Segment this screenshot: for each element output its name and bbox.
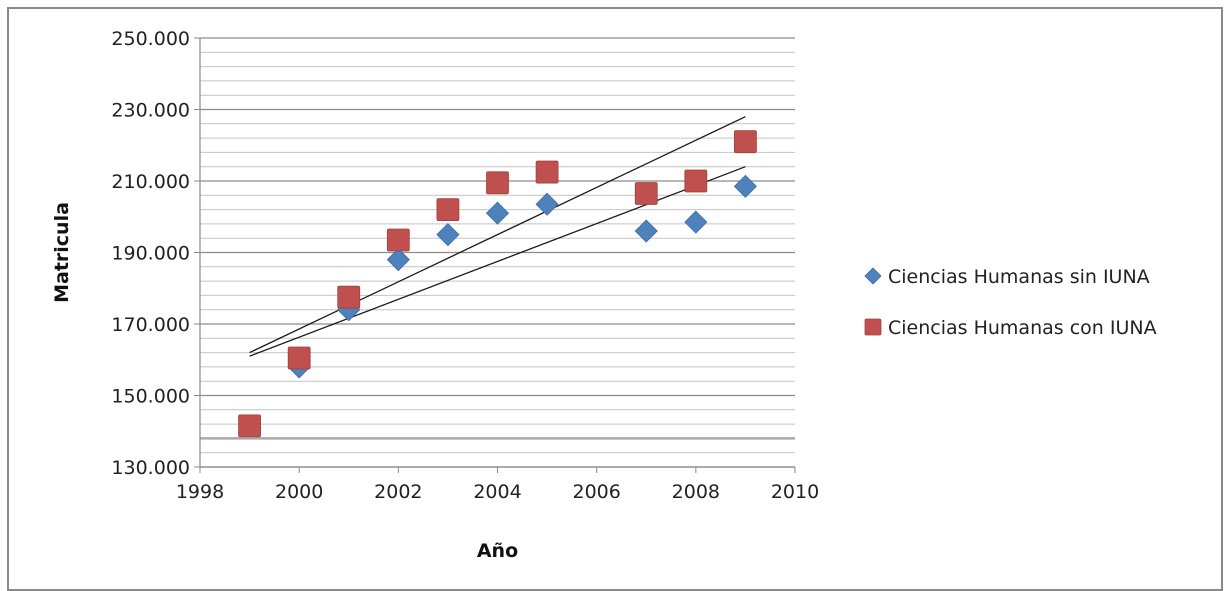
x-tick-label: 1998 bbox=[176, 481, 224, 503]
trendlines bbox=[249, 116, 746, 357]
diamond-point bbox=[386, 248, 410, 272]
x-axis-title: Año bbox=[477, 540, 518, 562]
y-tick-label: 130.000 bbox=[111, 457, 190, 479]
square-point bbox=[684, 169, 708, 193]
axes bbox=[194, 37, 796, 473]
square-point bbox=[486, 171, 509, 195]
diamond-point bbox=[864, 267, 882, 285]
x-tick-label: 2006 bbox=[572, 481, 620, 503]
diamond-point bbox=[535, 192, 559, 216]
x-tick-labels: 1998 2000 2002 2004 2006 2008 2010 bbox=[176, 481, 819, 503]
square-point bbox=[535, 160, 559, 184]
diamond-point bbox=[733, 174, 757, 198]
x-tick-label: 2010 bbox=[771, 481, 819, 503]
diamond-point bbox=[634, 219, 658, 243]
legend-label: Ciencias Humanas sin IUNA bbox=[888, 266, 1150, 288]
square-point bbox=[734, 130, 757, 154]
square-point bbox=[287, 346, 311, 370]
square-point bbox=[337, 285, 361, 309]
square-point bbox=[864, 318, 882, 336]
gridlines bbox=[200, 37, 795, 468]
data-points bbox=[238, 130, 757, 438]
y-tick-label: 210.000 bbox=[111, 171, 190, 193]
y-tick-label: 190.000 bbox=[111, 243, 190, 265]
legend-label: Ciencias Humanas con IUNA bbox=[888, 317, 1157, 339]
square-point bbox=[436, 198, 460, 222]
x-tick-label: 2002 bbox=[374, 481, 422, 503]
trendline bbox=[249, 166, 746, 357]
square-point bbox=[634, 182, 658, 205]
legend: Ciencias Humanas sin IUNA Ciencias Humana… bbox=[864, 266, 1157, 339]
chart-frame bbox=[7, 7, 1223, 591]
diamond-point bbox=[485, 201, 510, 225]
x-tick-label: 2000 bbox=[275, 481, 323, 503]
x-tick-label: 2008 bbox=[672, 481, 720, 503]
diamond-point bbox=[684, 210, 708, 234]
y-axis-title: Matricula bbox=[51, 202, 73, 303]
y-tick-label: 150.000 bbox=[111, 386, 190, 408]
x-tick-label: 2004 bbox=[473, 481, 521, 503]
y-tick-labels: 130.000 150.000 170.000 190.000 210.000 230.0… bbox=[111, 28, 190, 479]
square-point bbox=[238, 414, 261, 438]
y-tick-label: 230.000 bbox=[111, 100, 190, 122]
y-tick-label: 170.000 bbox=[111, 314, 190, 336]
diamond-point bbox=[436, 223, 460, 247]
square-point bbox=[386, 228, 410, 252]
trendline bbox=[249, 116, 746, 354]
y-tick-label: 250.000 bbox=[111, 28, 190, 50]
